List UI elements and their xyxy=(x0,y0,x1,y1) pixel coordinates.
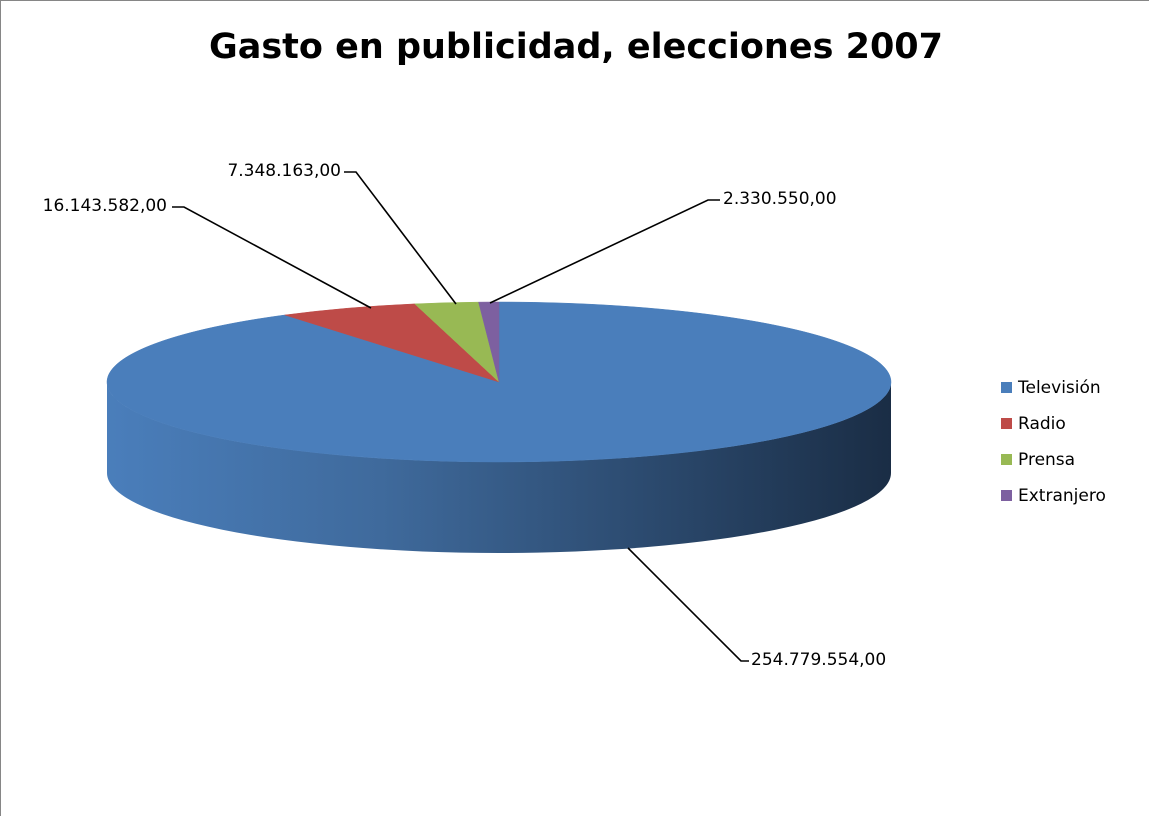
legend: Televisión Radio Prensa Extranjero xyxy=(1001,377,1146,521)
slice-extranjero xyxy=(478,301,500,383)
data-label-radio: 16.143.582,00 xyxy=(43,196,167,216)
legend-item-radio: Radio xyxy=(1001,413,1146,449)
legend-swatch xyxy=(1001,454,1012,465)
legend-item-extranjero: Extranjero xyxy=(1001,485,1146,521)
slice-side-television xyxy=(107,382,891,553)
legend-item-prensa: Prensa xyxy=(1001,449,1146,485)
leader-line-radio xyxy=(172,206,372,309)
legend-item-television: Televisión xyxy=(1001,377,1146,413)
data-label-extranjero: 2.330.550,00 xyxy=(723,189,837,209)
chart-title: Gasto en publicidad, elecciones 2007 xyxy=(208,27,944,67)
legend-swatch xyxy=(1001,490,1012,501)
leader-line-television xyxy=(627,547,749,662)
leader-line-prensa xyxy=(344,171,457,305)
legend-label: Radio xyxy=(1018,414,1066,434)
data-label-prensa: 7.348.163,00 xyxy=(227,161,341,181)
legend-label: Prensa xyxy=(1018,450,1076,470)
leader-line-extranjero xyxy=(489,199,720,304)
slice-radio xyxy=(284,303,500,383)
legend-label: Extranjero xyxy=(1018,486,1106,506)
legend-label: Televisión xyxy=(1018,378,1101,398)
legend-swatch xyxy=(1001,418,1012,429)
legend-swatch xyxy=(1001,382,1012,393)
data-label-television: 254.779.554,00 xyxy=(751,650,886,670)
